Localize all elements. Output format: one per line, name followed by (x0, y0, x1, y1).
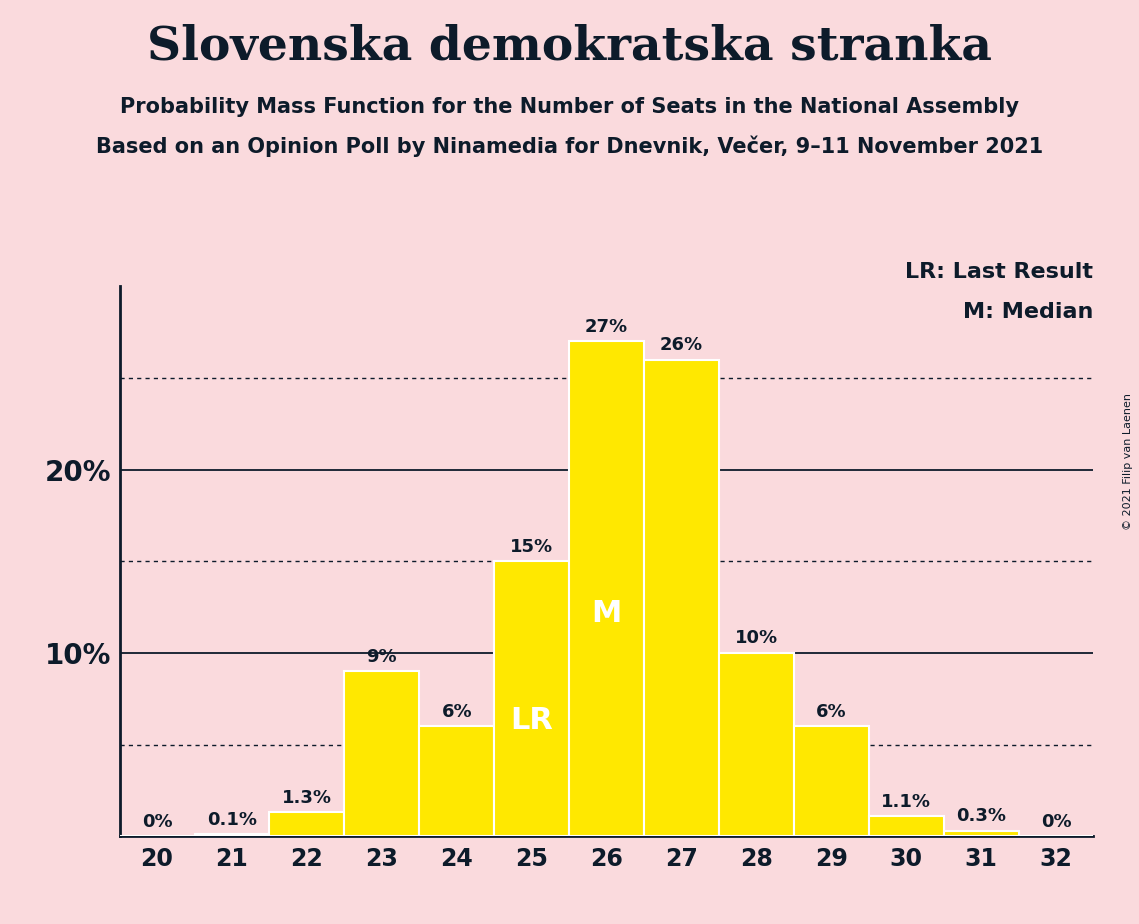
Bar (344, 671, 419, 836)
Bar (494, 562, 570, 836)
Text: 6%: 6% (816, 703, 846, 721)
Bar (719, 653, 794, 836)
Bar (419, 726, 494, 836)
Text: 26%: 26% (659, 336, 703, 354)
Bar (869, 816, 943, 836)
Text: 6%: 6% (442, 703, 472, 721)
Text: 15%: 15% (510, 538, 554, 556)
Text: 10%: 10% (735, 629, 778, 648)
Bar (644, 359, 719, 836)
Bar (195, 834, 270, 836)
Text: 1.1%: 1.1% (882, 793, 932, 810)
Text: 0.1%: 0.1% (207, 811, 257, 829)
Text: 27%: 27% (585, 318, 628, 336)
Text: 0%: 0% (141, 813, 172, 831)
Text: 9%: 9% (367, 648, 398, 666)
Text: Based on an Opinion Poll by Ninamedia for Dnevnik, Večer, 9–11 November 2021: Based on an Opinion Poll by Ninamedia fo… (96, 136, 1043, 157)
Text: M: Median: M: Median (964, 301, 1093, 322)
Bar (794, 726, 869, 836)
Text: 0%: 0% (1041, 813, 1072, 831)
Text: LR: Last Result: LR: Last Result (906, 261, 1093, 282)
Text: LR: LR (510, 706, 554, 736)
Text: 0.3%: 0.3% (956, 808, 1006, 825)
Text: M: M (591, 599, 622, 628)
Bar (570, 342, 644, 836)
Bar (270, 812, 344, 836)
Text: Probability Mass Function for the Number of Seats in the National Assembly: Probability Mass Function for the Number… (120, 97, 1019, 117)
Bar (943, 831, 1018, 836)
Text: © 2021 Filip van Laenen: © 2021 Filip van Laenen (1123, 394, 1133, 530)
Text: Slovenska demokratska stranka: Slovenska demokratska stranka (147, 23, 992, 69)
Text: 1.3%: 1.3% (281, 789, 331, 807)
